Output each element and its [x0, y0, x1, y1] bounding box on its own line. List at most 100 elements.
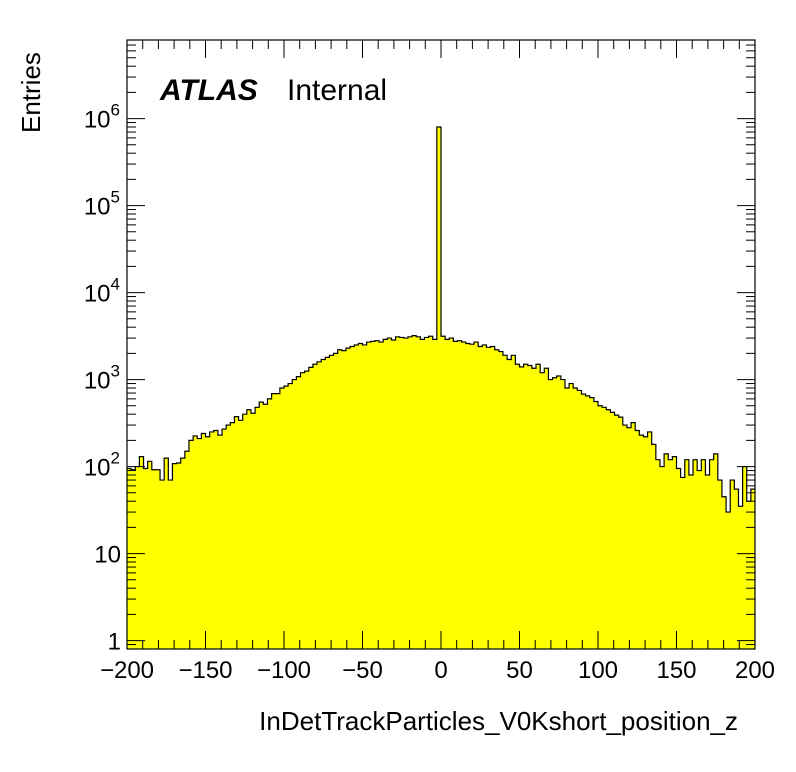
histogram-bar	[176, 462, 182, 649]
internal-label: Internal	[287, 74, 387, 107]
histogram-bar	[407, 336, 413, 649]
histogram-bar	[515, 364, 520, 649]
histogram-bar	[577, 390, 582, 649]
histogram-bar	[160, 480, 165, 649]
histogram-bar	[548, 379, 553, 649]
histogram-bar	[531, 368, 537, 649]
histogram-bar	[693, 459, 698, 649]
histogram-bar	[379, 342, 384, 649]
histogram-bar	[432, 339, 438, 649]
histogram-bar	[350, 346, 355, 649]
histogram-bar	[478, 346, 483, 649]
histogram-bar	[490, 346, 496, 649]
histogram-bar	[672, 456, 677, 649]
histogram-bar	[750, 489, 756, 649]
histogram-bar	[201, 433, 206, 649]
histogram-bar	[296, 376, 301, 649]
histogram-bar	[391, 340, 396, 649]
histogram-bar	[556, 375, 562, 649]
histogram-bar	[552, 377, 558, 649]
histogram-bar	[606, 409, 611, 649]
histogram-bar	[242, 414, 248, 649]
histogram-bar	[465, 343, 471, 649]
histogram-bar	[209, 431, 215, 649]
y-tick-label: 105	[84, 188, 120, 221]
histogram-bar	[498, 351, 504, 649]
y-tick-label-base: 10	[84, 281, 111, 308]
y-tick-label-exponent: 5	[111, 188, 120, 207]
histogram-bar	[602, 407, 607, 649]
y-tick-label-base: 10	[84, 368, 111, 395]
histogram-bar	[709, 459, 715, 649]
histogram-bar	[292, 379, 297, 649]
histogram-bar	[486, 347, 491, 649]
histogram-bar	[284, 386, 289, 649]
histogram-bar	[213, 430, 219, 649]
y-tick-label: 106	[84, 101, 120, 134]
x-tick-label: −200	[100, 657, 154, 684]
histogram-bar	[659, 466, 665, 649]
histogram-bar	[308, 367, 314, 649]
histogram-bar	[643, 436, 648, 649]
histogram-bar	[664, 453, 669, 649]
histogram-bar	[697, 470, 702, 649]
x-tick-label: 100	[578, 657, 618, 684]
histogram-bar	[573, 388, 578, 649]
histogram-bar	[742, 466, 748, 649]
histogram-bar	[560, 379, 566, 649]
histogram-bar	[234, 416, 239, 649]
histogram-bar	[635, 430, 640, 649]
histogram-bar	[403, 338, 409, 649]
histogram-bar	[399, 337, 405, 649]
histogram-bar	[589, 397, 595, 649]
histogram-bar	[581, 394, 586, 649]
histogram-bar	[230, 422, 235, 649]
atlas-label: ATLAS	[159, 74, 258, 107]
histogram-bar	[325, 357, 330, 649]
histogram-bar	[279, 388, 285, 649]
histogram-bar	[337, 349, 343, 649]
histogram-bar	[734, 489, 739, 649]
histogram-bar	[259, 402, 264, 649]
histogram-bar	[151, 469, 157, 649]
histogram-bar	[155, 469, 161, 649]
histogram-bar	[523, 364, 529, 649]
histogram-bar	[217, 435, 223, 649]
histogram-bar	[655, 459, 661, 649]
x-axis-title: InDetTrackParticles_V0Kshort_position_z	[259, 706, 738, 736]
histogram-bar	[374, 340, 380, 649]
histogram-bar	[721, 496, 727, 649]
histogram-bar	[358, 343, 363, 649]
histogram-bar	[246, 409, 252, 649]
histogram-bar	[651, 444, 657, 649]
histogram-bar	[482, 344, 487, 649]
histogram-bar	[598, 405, 603, 649]
histogram-bar	[205, 436, 211, 649]
histogram-bar	[238, 420, 244, 649]
histogram-bar	[255, 407, 260, 649]
histogram-bar	[461, 342, 467, 649]
histogram-bar	[680, 477, 686, 649]
histogram-bar	[193, 435, 198, 649]
histogram-bar	[564, 388, 570, 649]
histogram-bar	[449, 338, 454, 649]
y-tick-label: 104	[84, 275, 120, 308]
histogram-bar	[267, 398, 272, 649]
histogram-bar	[436, 127, 442, 649]
histogram-outline	[127, 126, 755, 513]
histogram-bar	[705, 475, 710, 649]
histogram-bar	[143, 468, 149, 649]
histogram-bar	[502, 355, 508, 649]
histogram-bar	[519, 366, 525, 649]
x-tick-label: −50	[342, 657, 383, 684]
x-tick-label: 0	[434, 657, 447, 684]
x-axis-tick-labels: −200 −150 −100 −50 0 50 100 150 200	[100, 657, 775, 684]
histogram-bar	[457, 340, 463, 649]
y-tick-label-exponent: 6	[111, 101, 120, 120]
y-tick-label-exponent: 3	[111, 362, 120, 381]
histogram-bar	[618, 417, 624, 649]
histogram-bar	[684, 459, 690, 649]
histogram-bar	[420, 339, 425, 649]
